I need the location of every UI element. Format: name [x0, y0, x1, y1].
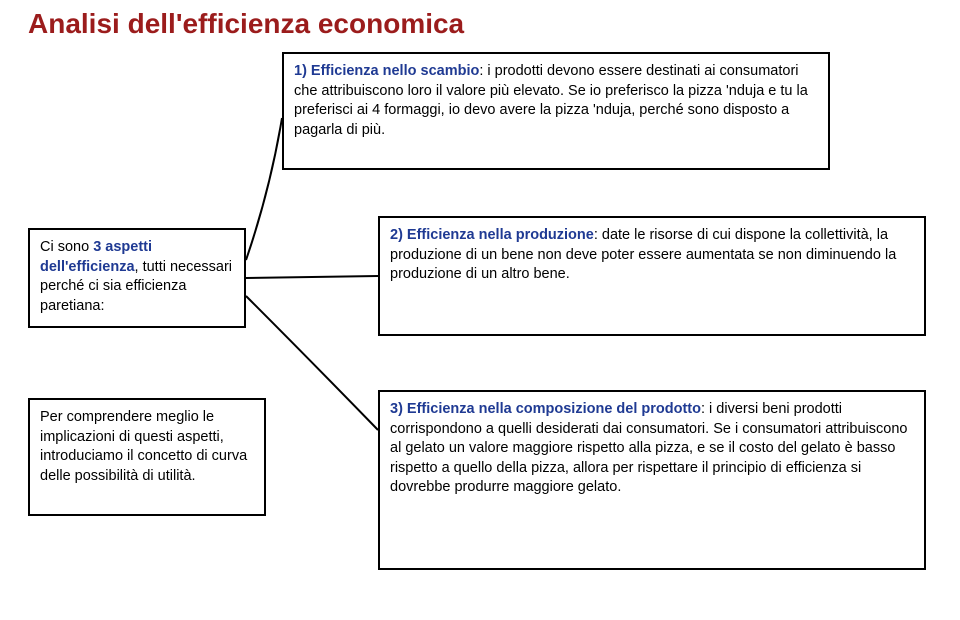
page-title: Analisi dell'efficienza economica — [28, 8, 464, 40]
box-aspetti-efficienza: Ci sono 3 aspetti dell'efficienza, tutti… — [28, 228, 246, 328]
text-pre: Ci sono — [40, 239, 93, 255]
box-efficienza-produzione: 2) Efficienza nella produzione: date le … — [378, 216, 926, 336]
hl-composizione: 3) Efficienza nella composizione del pro… — [390, 401, 701, 417]
box-efficienza-scambio: 1) Efficienza nello scambio: i prodotti … — [282, 52, 830, 170]
connector-to-mid — [246, 276, 378, 278]
connector-to-top — [246, 118, 282, 260]
hl-scambio: 1) Efficienza nello scambio — [294, 63, 479, 79]
box-implicazioni: Per comprendere meglio le implicazioni d… — [28, 398, 266, 516]
text-implicazioni: Per comprendere meglio le implicazioni d… — [40, 409, 247, 484]
box-efficienza-composizione: 3) Efficienza nella composizione del pro… — [378, 390, 926, 570]
hl-produzione: 2) Efficienza nella produzione — [390, 227, 594, 243]
